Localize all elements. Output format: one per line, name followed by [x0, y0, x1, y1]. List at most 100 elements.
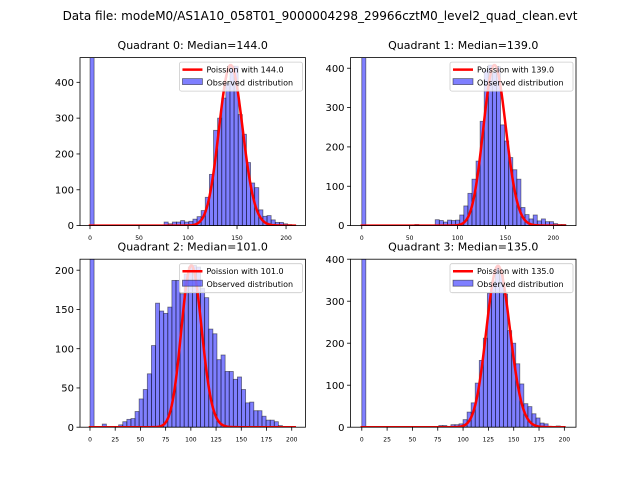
subplot-title: Quadrant 1: Median=139.0 [388, 39, 538, 52]
histogram-bar [155, 302, 161, 428]
legend-frame [179, 263, 303, 294]
x-tick-label: 100 [457, 437, 469, 444]
y-tick-label: 150 [55, 305, 74, 316]
histogram-bar [241, 389, 247, 428]
y-tick-label: 300 [55, 114, 74, 125]
x-axis: 0 50 100 150 200 [360, 225, 560, 242]
x-axis: 0 50 100 150 200 [88, 225, 292, 242]
histogram-bar [257, 410, 263, 428]
x-tick-label: 150 [500, 235, 512, 242]
subplot-quadrant-3: 0 25 50 75 100 125 150 175 200 0 100 200 300 400 Quadr… [325, 241, 577, 444]
plot-area [88, 259, 297, 428]
legend-patch-icon [182, 279, 203, 287]
subplot-title: Quadrant 3: Median=135.0 [388, 241, 538, 254]
y-tick-label: 0 [338, 423, 344, 434]
x-tick-label: 200 [548, 235, 560, 242]
x-tick-label: 25 [111, 437, 119, 444]
y-axis: 0 50 100 150 200 [55, 266, 80, 434]
y-axis: 0 100 200 300 400 [55, 78, 80, 232]
x-tick-label: 50 [409, 437, 417, 444]
plot-area [88, 57, 297, 226]
legend-patch-icon [452, 78, 474, 85]
x-tick-label: 75 [162, 437, 170, 444]
histogram-bar [142, 389, 148, 428]
plot-area [360, 57, 567, 226]
x-tick-label: 0 [88, 235, 92, 242]
histogram-bar [491, 280, 496, 428]
axes-frame [79, 258, 306, 428]
histogram-bar [491, 71, 497, 226]
y-tick-label: 100 [325, 182, 344, 193]
legend-label-poisson: Poission with 139.0 [477, 66, 554, 75]
histogram-bar [221, 97, 227, 226]
x-tick-label: 25 [383, 437, 391, 444]
subplot-title: Quadrant 0: Median=144.0 [118, 39, 268, 52]
y-tick-label: 200 [55, 150, 74, 161]
x-tick-label: 50 [137, 437, 145, 444]
histogram-bar [216, 359, 222, 428]
x-axis: 0 25 50 75 100 125 150 175 200 [88, 427, 298, 444]
histogram-bar [224, 371, 230, 428]
legend-patch-icon [182, 78, 203, 85]
y-tick-label: 0 [68, 423, 74, 434]
x-tick-label: 100 [452, 235, 464, 242]
x-tick-label: 150 [231, 235, 243, 242]
histogram-bar [163, 312, 169, 428]
x-tick-label: 100 [182, 235, 194, 242]
histogram-bar [361, 57, 367, 226]
legend-label-histogram: Observed distribution [477, 280, 564, 289]
histogram-bar [232, 378, 238, 428]
histogram-bar [261, 415, 267, 428]
histogram-bar [208, 328, 214, 428]
histogram-bar [237, 376, 242, 428]
y-tick-label: 300 [325, 297, 344, 308]
legend: Poission with 144.0 Observed distribution [179, 61, 303, 92]
x-tick-label: 150 [236, 437, 248, 444]
y-tick-label: 400 [55, 78, 74, 89]
x-tick-label: 125 [483, 437, 495, 444]
y-tick-label: 0 [338, 221, 344, 232]
x-tick-label: 175 [261, 437, 273, 444]
x-tick-label: 50 [406, 235, 414, 242]
y-axis: 0 100 200 300 400 [325, 255, 351, 434]
histogram-bar [151, 345, 156, 428]
histogram-bar [138, 398, 144, 428]
y-tick-label: 200 [325, 143, 344, 154]
y-tick-label: 300 [325, 103, 344, 114]
y-tick-label: 400 [325, 64, 344, 75]
x-axis: 0 25 50 75 100 125 150 175 200 [360, 427, 570, 444]
axes-frame [79, 57, 306, 226]
subplots-grid: 0 50 100 150 200 0 100 200 300 400 Quadrant 0: Med… [55, 39, 577, 444]
x-tick-label: 0 [360, 437, 364, 444]
legend-label-histogram: Observed distribution [206, 280, 293, 289]
legend-label-histogram: Observed distribution [206, 79, 293, 88]
legend-label-poisson: Poission with 135.0 [477, 267, 554, 276]
x-tick-label: 100 [185, 437, 197, 444]
poisson-curve [360, 63, 567, 226]
poisson-curve [88, 63, 297, 226]
legend-label-poisson: Poission with 144.0 [206, 66, 283, 75]
x-tick-label: 75 [434, 437, 442, 444]
legend-frame [449, 263, 574, 294]
y-tick-label: 100 [55, 344, 74, 355]
histogram-bar [499, 273, 504, 428]
figure-suptitle: Data file: modeM0/AS1A10_058T01_90000042… [63, 9, 578, 23]
legend-frame [179, 61, 303, 92]
legend: Poission with 101.0 Observed distribution [179, 263, 303, 294]
x-tick-label: 150 [508, 437, 520, 444]
histogram-bar [225, 82, 231, 226]
legend-label-histogram: Observed distribution [477, 79, 564, 88]
x-tick-label: 125 [210, 437, 222, 444]
histogram-bar [253, 410, 259, 428]
legend: Poission with 139.0 Observed distribution [449, 61, 574, 92]
x-tick-label: 0 [360, 235, 364, 242]
legend-label-poisson: Poission with 101.0 [206, 267, 283, 276]
x-tick-label: 200 [286, 437, 298, 444]
subplot-title: Quadrant 2: Median=101.0 [118, 241, 268, 254]
histogram-bar [130, 418, 136, 428]
y-tick-label: 200 [55, 266, 74, 277]
x-tick-label: 50 [135, 235, 143, 242]
x-tick-label: 0 [88, 437, 92, 444]
histogram-bar [500, 124, 506, 226]
